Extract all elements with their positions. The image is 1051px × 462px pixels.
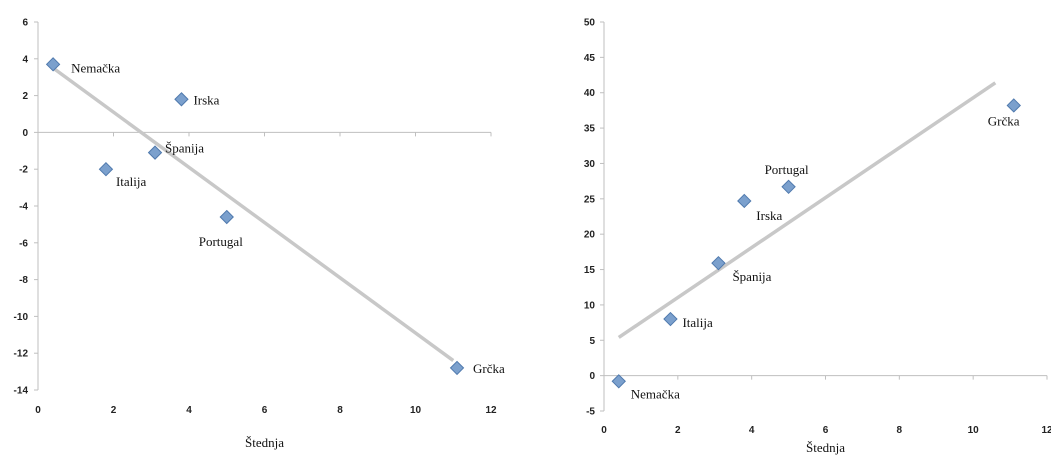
data-point-marker [737, 193, 752, 209]
x-tick-label: 6 [262, 405, 268, 416]
y-tick-label: 2 [22, 91, 28, 102]
y-tick-label: 6 [22, 18, 28, 29]
x-tick-label: 0 [601, 425, 607, 436]
data-point-marker [147, 145, 163, 160]
x-tick-label: 2 [675, 425, 681, 436]
scatter-chart-left: -14 -12 -10 -8 -6 -4 -2 0 2 4 6 0 2 4 6 8 10 12 Nemačka Irs… [0, 0, 525, 457]
trend-line [617, 81, 997, 339]
x-tick-label: 4 [186, 405, 192, 416]
y-tick-label: 4 [22, 54, 28, 65]
x-tick-label: 12 [485, 405, 497, 416]
data-point-marker [663, 311, 678, 327]
x-axis-title: Štednja [806, 440, 845, 455]
trend-line [52, 66, 455, 362]
data-point-label: Nemačka [71, 60, 120, 75]
y-tick-label: -5 [586, 407, 595, 418]
y-tick-label: -6 [19, 238, 28, 249]
y-tick-label: -2 [19, 165, 28, 176]
y-tick-label: 15 [584, 265, 596, 276]
data-point-label: Portugal [199, 234, 243, 249]
y-tick-label: 0 [22, 128, 28, 139]
x-tick-label: 10 [968, 425, 980, 436]
data-point-marker [1006, 98, 1021, 113]
scatter-chart-right: -5 0 5 10 15 20 25 30 35 40 45 50 0 2 4 6 8 10 12 Nemačka It… [525, 0, 1051, 457]
y-tick-label: 45 [584, 53, 596, 64]
data-point-marker [711, 255, 726, 271]
data-point-label: Italija [682, 315, 713, 330]
y-tick-label: 10 [584, 300, 596, 311]
data-point-marker [45, 57, 61, 72]
data-point-label: Italija [116, 174, 147, 189]
data-point-label: Portugal [765, 162, 809, 177]
x-tick-label: 10 [410, 405, 422, 416]
data-point-marker [781, 179, 796, 195]
x-axis-title: Štednja [245, 435, 284, 450]
y-tick-label: 30 [584, 159, 596, 170]
data-point-marker [449, 360, 465, 376]
data-point-marker [98, 161, 114, 177]
x-tick-label: 12 [1041, 425, 1051, 436]
y-tick-label: -14 [14, 386, 29, 397]
y-tick-label: 0 [589, 371, 595, 382]
data-point-label: Nemačka [631, 386, 680, 401]
data-point-label: Grčka [988, 113, 1020, 128]
data-point-label: Španija [165, 141, 204, 156]
y-tick-label: -4 [19, 202, 28, 213]
y-tick-label: 50 [584, 18, 596, 29]
x-tick-label: 6 [823, 425, 829, 436]
data-point-marker [611, 374, 626, 389]
x-tick-label: 4 [749, 425, 755, 436]
y-tick-label: 20 [584, 230, 596, 241]
y-tick-label: 25 [584, 194, 596, 205]
y-tick-label: -8 [19, 275, 28, 286]
data-point-label: Španija [732, 269, 771, 284]
data-point-marker [174, 92, 189, 107]
data-point-label: Irska [193, 92, 219, 107]
x-tick-label: 2 [111, 405, 117, 416]
chart-svg: -5 0 5 10 15 20 25 30 35 40 45 50 0 2 4 6 8 10 12 Nemačka It… [584, 18, 1051, 456]
data-point-label: Grčka [473, 361, 505, 376]
y-tick-label: 35 [584, 124, 596, 135]
x-tick-label: 0 [35, 405, 41, 416]
data-point-label: Irska [756, 208, 782, 223]
chart-svg: -14 -12 -10 -8 -6 -4 -2 0 2 4 6 0 2 4 6 8 10 12 Nemačka Irs… [14, 18, 505, 451]
x-tick-label: 8 [337, 405, 343, 416]
y-tick-label: 5 [589, 336, 595, 347]
data-point-marker [219, 209, 234, 225]
y-tick-label: -12 [14, 349, 29, 360]
y-tick-label: 40 [584, 88, 596, 99]
y-tick-label: -10 [14, 312, 29, 323]
x-tick-label: 8 [897, 425, 903, 436]
